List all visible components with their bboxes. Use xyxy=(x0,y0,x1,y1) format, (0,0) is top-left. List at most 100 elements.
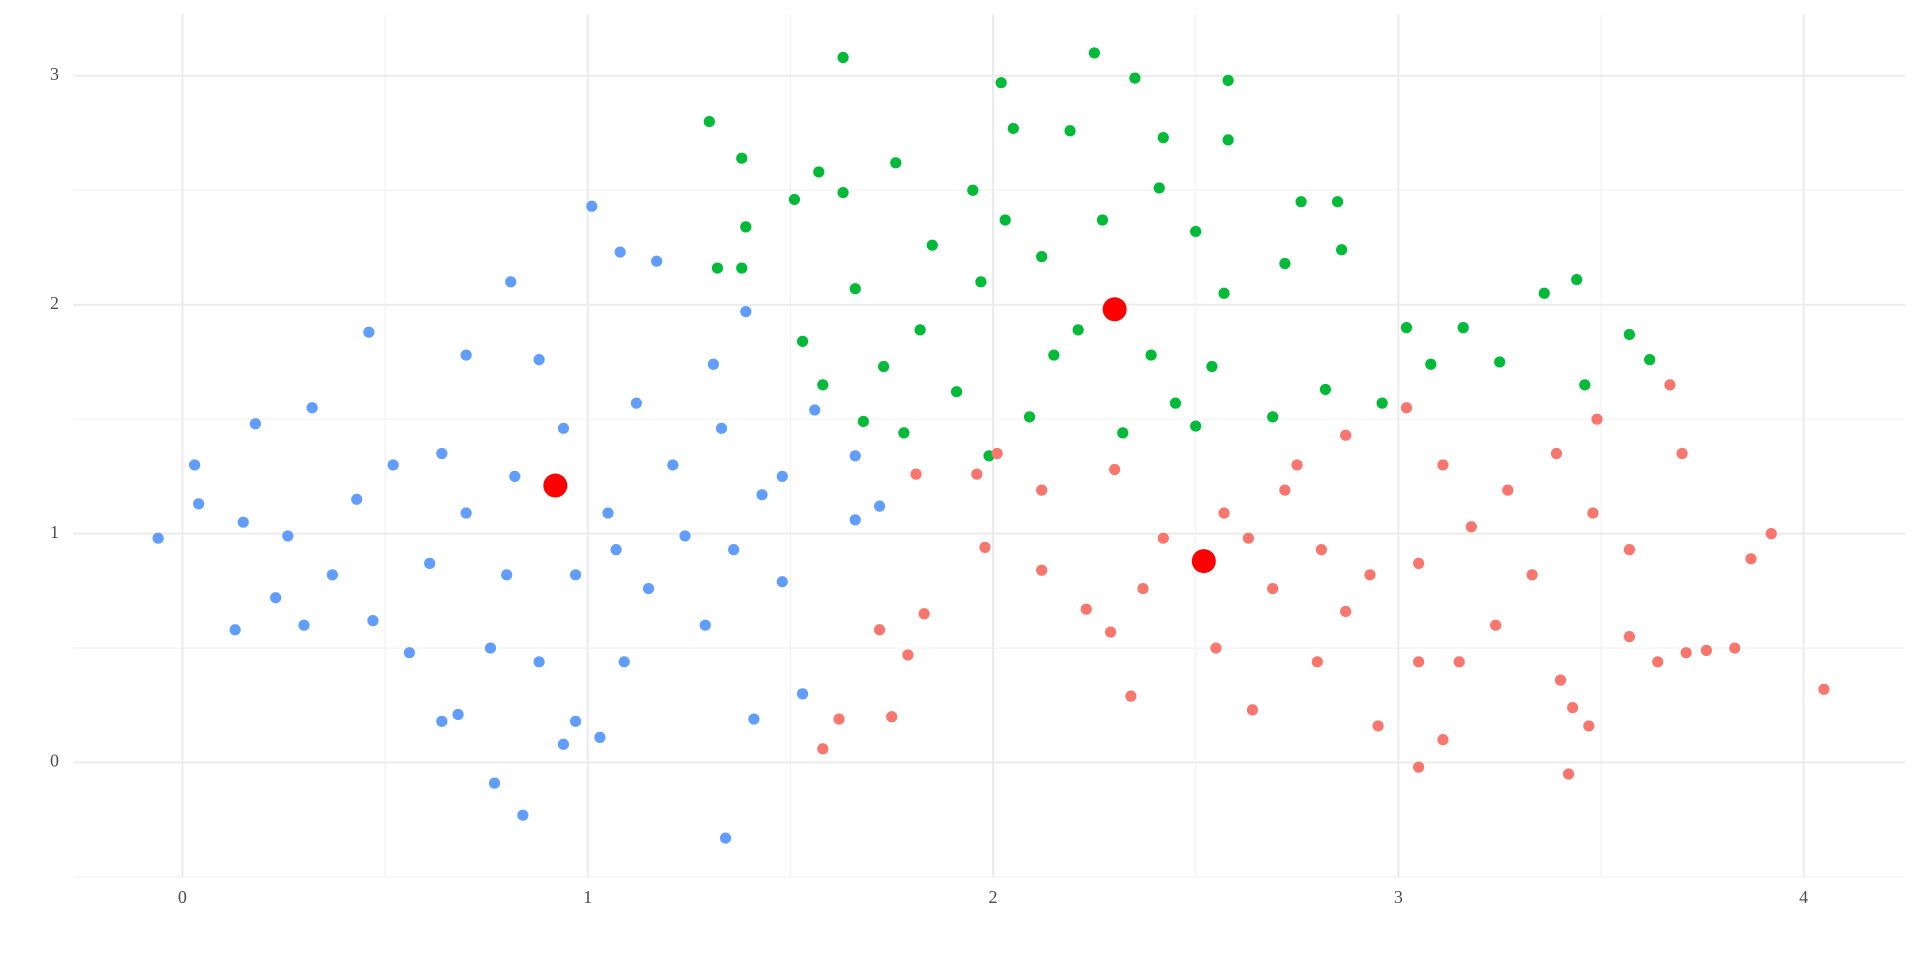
point xyxy=(1583,720,1595,732)
point xyxy=(1400,402,1413,414)
point xyxy=(776,576,788,588)
point xyxy=(618,656,630,668)
point xyxy=(873,624,886,636)
point xyxy=(630,397,642,409)
point xyxy=(999,214,1011,226)
point xyxy=(1279,484,1291,496)
point xyxy=(306,402,318,414)
point xyxy=(715,422,728,434)
point xyxy=(1567,702,1579,714)
point xyxy=(1246,704,1259,716)
point xyxy=(452,708,464,721)
point xyxy=(1465,521,1477,533)
point xyxy=(460,349,472,361)
point xyxy=(971,468,983,480)
point xyxy=(1036,484,1048,496)
point xyxy=(1502,484,1514,496)
point xyxy=(1453,656,1465,668)
point xyxy=(614,246,626,258)
point xyxy=(1048,349,1060,361)
point xyxy=(1125,690,1137,702)
point xyxy=(707,358,719,370)
point xyxy=(1291,459,1303,471)
point xyxy=(1080,603,1092,615)
point xyxy=(270,592,282,604)
point xyxy=(1400,322,1413,334)
point xyxy=(387,459,399,471)
point xyxy=(602,507,614,519)
point xyxy=(1117,427,1129,439)
point xyxy=(188,459,201,471)
point xyxy=(651,255,663,267)
point xyxy=(1190,225,1202,238)
point xyxy=(1036,564,1048,576)
point xyxy=(1036,251,1048,263)
centroid xyxy=(1102,297,1127,322)
point xyxy=(1319,383,1332,396)
point xyxy=(1157,532,1169,544)
point xyxy=(719,832,732,844)
point xyxy=(995,77,1007,89)
point xyxy=(873,500,886,512)
point xyxy=(484,642,497,654)
point xyxy=(1437,734,1449,746)
point xyxy=(699,619,711,631)
point xyxy=(1072,324,1084,336)
point xyxy=(679,530,691,542)
point xyxy=(1129,72,1141,84)
point xyxy=(1267,582,1279,595)
point xyxy=(1680,647,1692,659)
point xyxy=(886,711,898,723)
point xyxy=(1267,411,1279,423)
point xyxy=(509,470,521,483)
point xyxy=(1413,557,1425,569)
point xyxy=(1088,47,1100,59)
point xyxy=(736,262,748,274)
point xyxy=(1372,720,1384,732)
point xyxy=(849,450,861,462)
point xyxy=(1623,328,1635,341)
point xyxy=(918,608,930,620)
point xyxy=(1413,761,1425,773)
point xyxy=(817,379,829,391)
point xyxy=(1652,656,1664,668)
point xyxy=(756,489,768,501)
point xyxy=(817,743,829,755)
point xyxy=(837,186,849,199)
point xyxy=(1494,356,1506,368)
point xyxy=(1218,287,1230,299)
y-tick-label: 1 xyxy=(50,522,59,542)
point xyxy=(1587,507,1599,519)
point xyxy=(837,51,849,64)
point xyxy=(1336,244,1348,256)
point xyxy=(809,404,821,416)
point xyxy=(424,557,436,569)
x-tick-label: 4 xyxy=(1799,887,1808,907)
point xyxy=(436,447,448,460)
point xyxy=(1644,354,1656,366)
point xyxy=(1664,379,1676,391)
point xyxy=(1169,397,1182,409)
point xyxy=(1311,656,1323,668)
point xyxy=(728,544,740,556)
point xyxy=(460,507,472,519)
point xyxy=(711,262,724,274)
point xyxy=(1340,429,1352,441)
point xyxy=(748,713,760,725)
point xyxy=(979,541,991,553)
point xyxy=(351,493,363,505)
point xyxy=(1413,656,1425,668)
point xyxy=(796,688,809,700)
point xyxy=(975,276,987,288)
point xyxy=(1425,358,1437,370)
point xyxy=(1007,122,1019,135)
point xyxy=(667,459,679,471)
y-tick-label: 0 xyxy=(50,751,59,771)
point xyxy=(642,582,655,595)
point xyxy=(193,498,205,510)
point xyxy=(1137,582,1149,595)
point xyxy=(1104,626,1117,638)
point xyxy=(1109,463,1121,476)
x-tick-label: 2 xyxy=(989,887,998,907)
